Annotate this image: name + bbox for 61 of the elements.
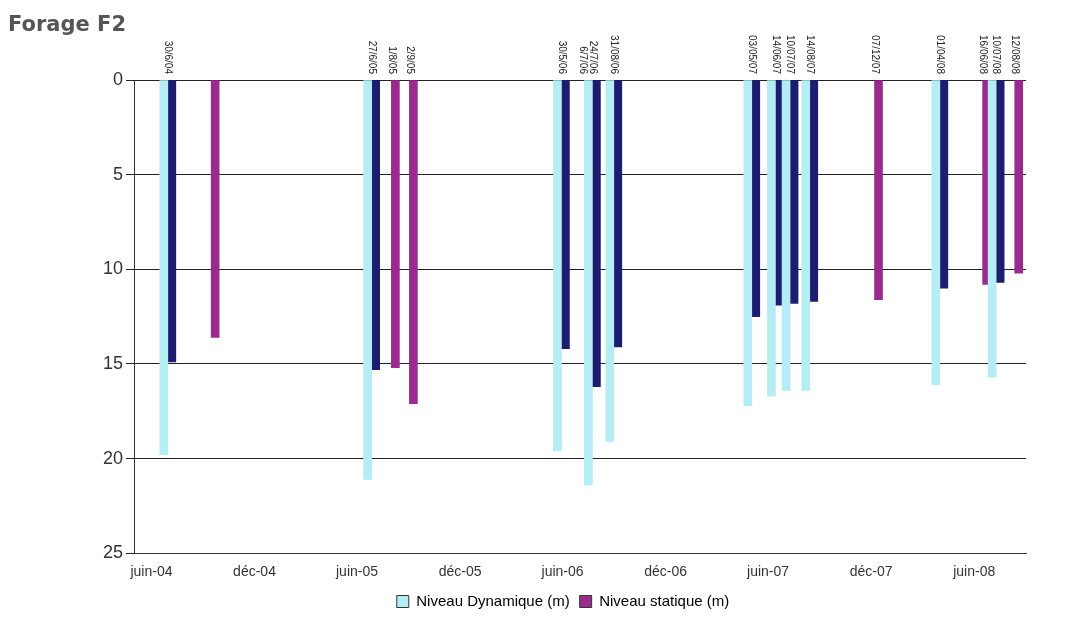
- bar: [391, 80, 400, 369]
- y-tick-label: 25: [102, 542, 124, 563]
- x-tick-label: juin-04: [129, 563, 173, 580]
- annotation: 03/05/07: [747, 35, 759, 75]
- annotation: 30/5/06: [556, 40, 568, 75]
- bar: [939, 80, 949, 289]
- annotation: 01/04/08: [935, 35, 947, 75]
- bar: [159, 80, 169, 456]
- annotation: 07/12/07: [869, 35, 881, 75]
- x-tick-label: juin-08: [952, 563, 996, 580]
- x-tick-label: déc-07: [849, 563, 893, 580]
- bar: [789, 80, 799, 304]
- annotation: 6/7/06: [577, 46, 589, 75]
- bar: [809, 80, 819, 302]
- bar: [605, 80, 615, 442]
- annotation: 1/8/05: [386, 46, 398, 75]
- y-tick-label: 20: [102, 447, 124, 468]
- annotation: 27/6/05: [366, 40, 378, 75]
- bar: [987, 80, 997, 378]
- annotation: 12/08/08: [1009, 35, 1021, 75]
- bar: [210, 80, 220, 338]
- bar: [801, 80, 811, 391]
- x-tick-label: juin-07: [746, 563, 790, 580]
- bar: [592, 80, 601, 387]
- bar: [743, 80, 753, 406]
- bar: [167, 80, 177, 363]
- y-tick-label: 10: [102, 258, 124, 279]
- bar: [363, 80, 372, 480]
- bar: [767, 80, 776, 397]
- y-tick-label: 15: [102, 352, 124, 373]
- legend-label: Niveau statique (m): [599, 591, 730, 609]
- bar: [371, 80, 380, 370]
- bar: [409, 80, 418, 404]
- annotation: 14/06/07: [770, 35, 782, 75]
- bar: [584, 80, 593, 486]
- bar: [613, 80, 623, 348]
- chart-title: Forage F2: [8, 12, 126, 36]
- x-tick-label: déc-04: [233, 563, 277, 580]
- x-tick-label: déc-06: [644, 563, 688, 580]
- bar: [561, 80, 570, 350]
- annotation: 30/6/04: [163, 40, 175, 75]
- annotation: 10/07/07: [785, 35, 797, 75]
- bar: [995, 80, 1005, 283]
- annotation: 16/06/08: [977, 35, 989, 75]
- bar: [1014, 80, 1024, 274]
- x-tick-label: juin-06: [540, 563, 584, 580]
- bar: [781, 80, 791, 391]
- annotation: 10/07/08: [991, 35, 1003, 75]
- y-tick-label: 0: [113, 68, 124, 89]
- x-tick-label: déc-05: [438, 563, 482, 580]
- annotation: 2/9/05: [404, 46, 416, 75]
- annotation: 14/08/07: [805, 35, 817, 75]
- bar: [751, 80, 761, 317]
- annotation: 24/7/06: [587, 40, 599, 75]
- bar: [931, 80, 941, 386]
- bar: [874, 80, 883, 300]
- x-tick-label: juin-05: [335, 563, 379, 580]
- annotation: 31/08/06: [609, 35, 621, 75]
- bar: [553, 80, 562, 452]
- y-tick-label: 5: [113, 163, 124, 184]
- legend-label: Niveau Dynamique (m): [416, 591, 570, 609]
